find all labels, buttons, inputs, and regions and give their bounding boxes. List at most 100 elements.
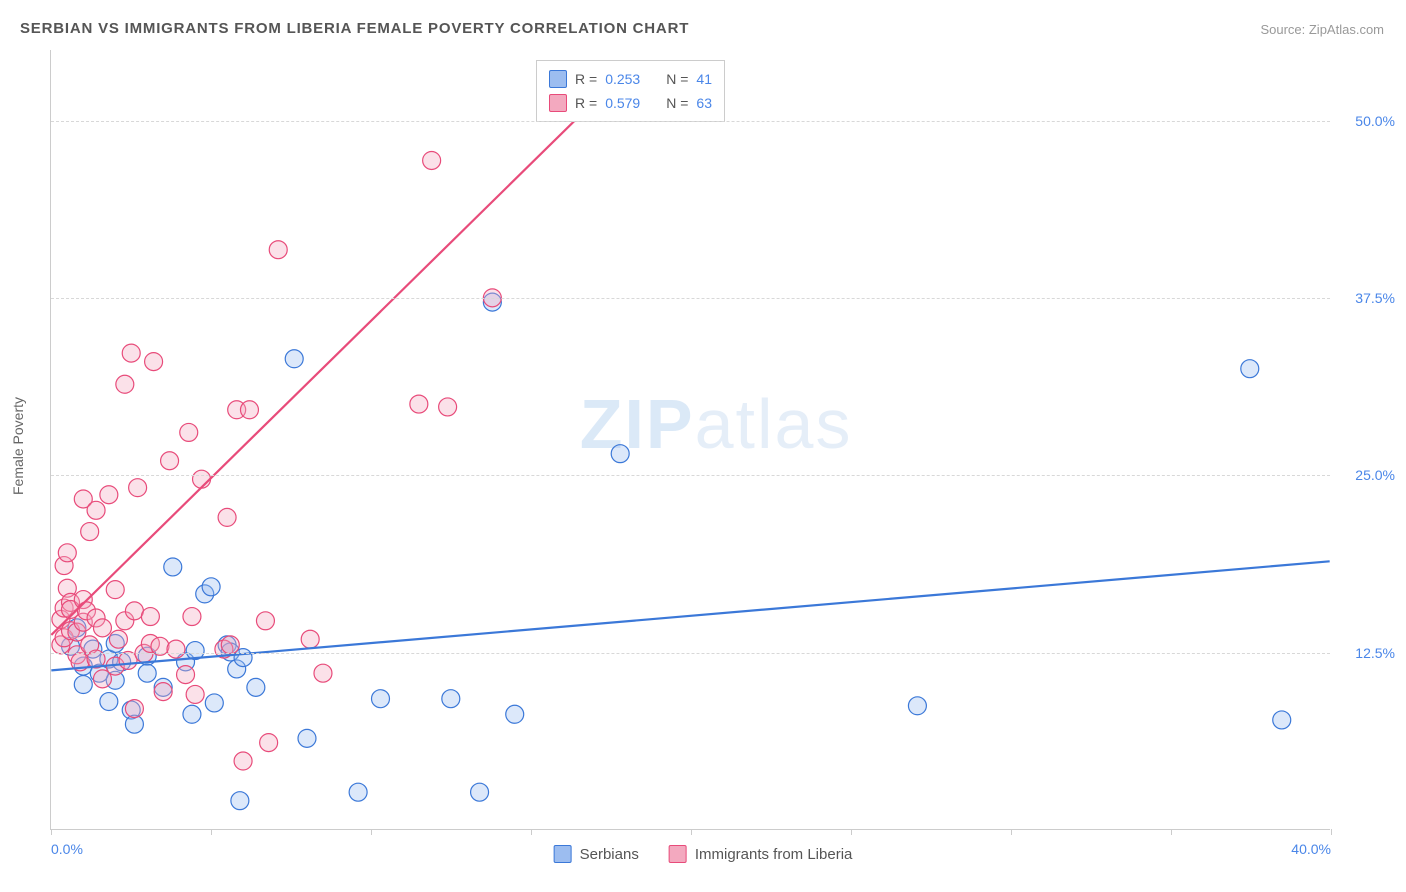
y-tick-label: 12.5% xyxy=(1355,645,1395,661)
gridline-h xyxy=(51,121,1330,122)
stat-row-serbians: R = 0.253 N = 41 xyxy=(549,67,712,91)
scatter-point-liberia xyxy=(106,581,124,599)
gridline-h xyxy=(51,298,1330,299)
stat-r-label: R = xyxy=(575,71,597,87)
scatter-point-liberia xyxy=(87,501,105,519)
scatter-point-serbians xyxy=(442,690,460,708)
legend-item-liberia: Immigrants from Liberia xyxy=(669,845,853,863)
scatter-point-liberia xyxy=(119,651,137,669)
scatter-point-liberia xyxy=(125,602,143,620)
x-tick xyxy=(531,829,532,835)
scatter-point-serbians xyxy=(1241,360,1259,378)
stat-row-liberia: R = 0.579 N = 63 xyxy=(549,91,712,115)
y-axis-label: Female Poverty xyxy=(10,397,26,495)
scatter-point-serbians xyxy=(231,792,249,810)
scatter-point-liberia xyxy=(122,344,140,362)
scatter-point-serbians xyxy=(100,693,118,711)
chart-title: SERBIAN VS IMMIGRANTS FROM LIBERIA FEMAL… xyxy=(20,20,689,37)
scatter-point-liberia xyxy=(260,734,278,752)
scatter-point-liberia xyxy=(269,241,287,259)
scatter-point-liberia xyxy=(161,452,179,470)
scatter-point-serbians xyxy=(74,676,92,694)
scatter-point-liberia xyxy=(410,395,428,413)
scatter-point-serbians xyxy=(471,783,489,801)
scatter-point-liberia xyxy=(183,608,201,626)
scatter-point-liberia xyxy=(439,398,457,416)
scatter-point-serbians xyxy=(285,350,303,368)
scatter-point-liberia xyxy=(234,752,252,770)
stat-n-value: 63 xyxy=(696,95,712,111)
x-tick xyxy=(1331,829,1332,835)
regression-line-serbians xyxy=(51,561,1329,670)
scatter-point-liberia xyxy=(218,508,236,526)
swatch-icon xyxy=(554,845,572,863)
scatter-point-liberia xyxy=(81,523,99,541)
scatter-point-serbians xyxy=(372,690,390,708)
x-tick xyxy=(1171,829,1172,835)
scatter-point-liberia xyxy=(186,685,204,703)
scatter-point-liberia xyxy=(125,700,143,718)
x-tick xyxy=(1011,829,1012,835)
swatch-icon xyxy=(549,70,567,88)
bottom-legend: Serbians Immigrants from Liberia xyxy=(554,845,853,863)
scatter-point-liberia xyxy=(314,664,332,682)
scatter-point-liberia xyxy=(221,636,239,654)
y-tick-label: 25.0% xyxy=(1355,467,1395,483)
swatch-icon xyxy=(549,94,567,112)
stat-r-label: R = xyxy=(575,95,597,111)
legend-item-serbians: Serbians xyxy=(554,845,639,863)
scatter-point-liberia xyxy=(154,683,172,701)
scatter-point-liberia xyxy=(145,353,163,371)
scatter-point-liberia xyxy=(109,630,127,648)
scatter-point-liberia xyxy=(129,479,147,497)
stat-n-label: N = xyxy=(666,71,688,87)
stat-n-label: N = xyxy=(666,95,688,111)
x-tick xyxy=(51,829,52,835)
scatter-point-liberia xyxy=(93,619,111,637)
scatter-point-serbians xyxy=(138,664,156,682)
gridline-h xyxy=(51,475,1330,476)
scatter-point-serbians xyxy=(205,694,223,712)
legend-label: Serbians xyxy=(580,846,639,863)
stat-r-value: 0.253 xyxy=(605,71,640,87)
scatter-point-serbians xyxy=(506,705,524,723)
y-tick-label: 37.5% xyxy=(1355,290,1395,306)
scatter-point-liberia xyxy=(240,401,258,419)
scatter-point-liberia xyxy=(167,640,185,658)
source-credit: Source: ZipAtlas.com xyxy=(1260,22,1384,37)
scatter-point-liberia xyxy=(180,423,198,441)
scatter-point-liberia xyxy=(423,151,441,169)
x-tick xyxy=(851,829,852,835)
scatter-point-serbians xyxy=(298,729,316,747)
scatter-point-liberia xyxy=(100,486,118,504)
scatter-point-liberia xyxy=(193,470,211,488)
chart-container: SERBIAN VS IMMIGRANTS FROM LIBERIA FEMAL… xyxy=(0,0,1406,892)
scatter-point-serbians xyxy=(611,445,629,463)
stat-n-value: 41 xyxy=(696,71,712,87)
scatter-point-serbians xyxy=(202,578,220,596)
scatter-point-liberia xyxy=(301,630,319,648)
swatch-icon xyxy=(669,845,687,863)
x-tick xyxy=(371,829,372,835)
scatter-point-serbians xyxy=(247,678,265,696)
scatter-point-liberia xyxy=(116,375,134,393)
x-tick xyxy=(211,829,212,835)
scatter-svg xyxy=(51,50,1330,829)
scatter-point-serbians xyxy=(349,783,367,801)
gridline-h xyxy=(51,653,1330,654)
y-tick-label: 50.0% xyxy=(1355,113,1395,129)
x-tick xyxy=(691,829,692,835)
scatter-point-liberia xyxy=(141,608,159,626)
scatter-point-serbians xyxy=(908,697,926,715)
plot-area: ZIPatlas R = 0.253N = 41R = 0.579N = 63 … xyxy=(50,50,1330,830)
stat-legend-box: R = 0.253 N = 41 R = 0.579 N = 63 xyxy=(536,60,725,122)
scatter-point-serbians xyxy=(183,705,201,723)
legend-label: Immigrants from Liberia xyxy=(695,846,853,863)
x-tick-label: 40.0% xyxy=(1291,841,1331,857)
scatter-point-serbians xyxy=(1273,711,1291,729)
x-tick-label: 0.0% xyxy=(51,841,83,857)
scatter-point-serbians xyxy=(164,558,182,576)
stat-r-value: 0.579 xyxy=(605,95,640,111)
scatter-point-liberia xyxy=(58,544,76,562)
scatter-point-liberia xyxy=(256,612,274,630)
